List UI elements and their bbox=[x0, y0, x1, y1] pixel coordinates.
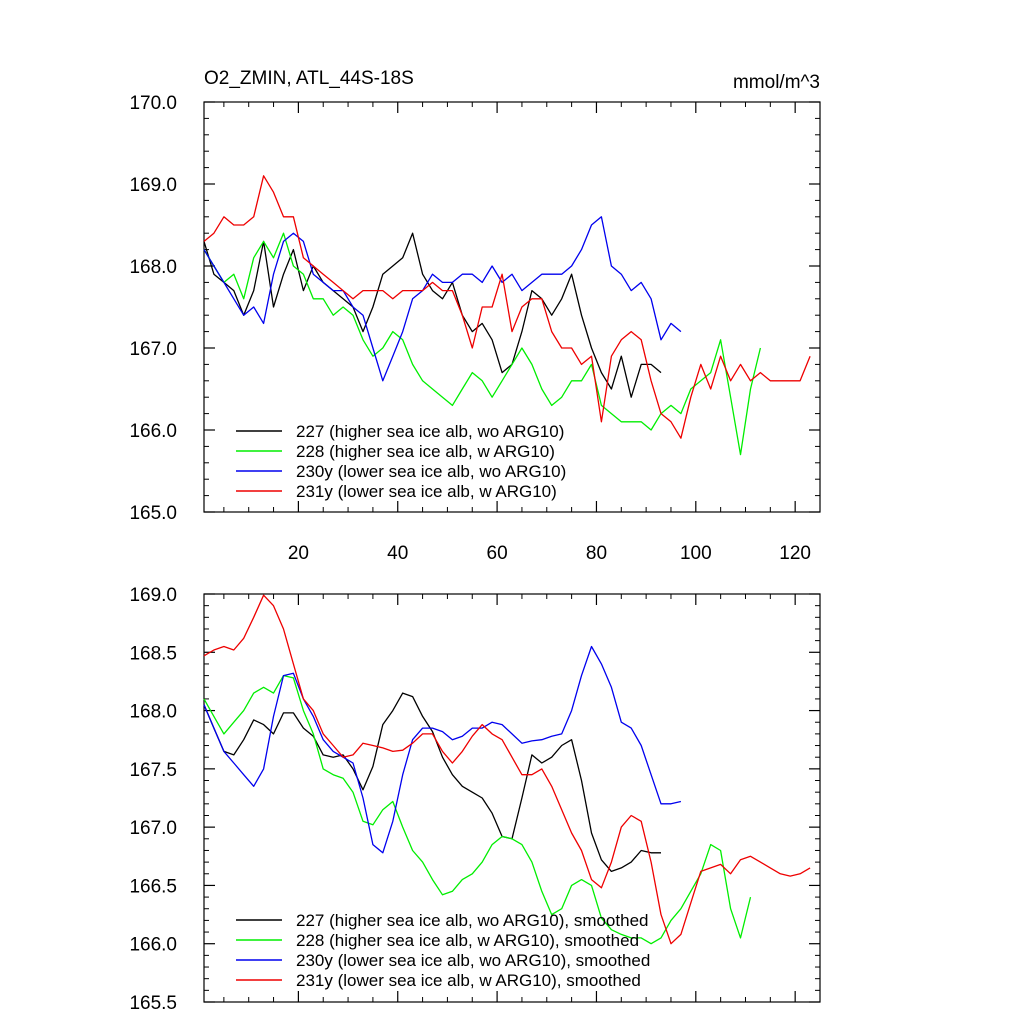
chart-title: O2_ZMIN, ATL_44S-18S bbox=[204, 68, 414, 89]
top-y-tick-label: 169.0 bbox=[129, 175, 177, 196]
top-x-tick-label: 20 bbox=[288, 543, 309, 564]
top-series-line-4 bbox=[203, 175, 811, 439]
top-series-line-2 bbox=[203, 232, 762, 456]
bottom-y-tick-label: 166.5 bbox=[129, 876, 177, 897]
top-x-tick-label: 120 bbox=[779, 543, 811, 564]
bottom-y-tick-label: 166.0 bbox=[129, 935, 177, 956]
top-panel: 20 40 60 80 100 120 165.0 166.0 167.0 168.0 169.0 1… bbox=[129, 93, 821, 564]
top-y-tick-label: 170.0 bbox=[129, 93, 177, 114]
top-y-tick-label: 166.0 bbox=[129, 421, 177, 442]
bottom-series-line-1 bbox=[203, 692, 661, 873]
bottom-series-line-2 bbox=[203, 674, 752, 945]
bottom-y-tick-label: 167.0 bbox=[129, 818, 177, 839]
bottom-y-tick-label: 168.0 bbox=[129, 702, 177, 723]
top-plot-frame bbox=[203, 101, 821, 513]
top-legend-label-3: 230y (lower sea ice alb, wo ARG10) bbox=[296, 462, 566, 481]
top-y-tick-label: 168.0 bbox=[129, 257, 177, 278]
bottom-plot-frame bbox=[203, 593, 821, 1003]
bottom-legend-label-2: 228 (higher sea ice alb, w ARG10), smoot… bbox=[296, 931, 639, 950]
bottom-y-tick-label: 167.5 bbox=[129, 760, 177, 781]
top-y-tick-label: 167.0 bbox=[129, 339, 177, 360]
bottom-legend-label-1: 227 (higher sea ice alb, wo ARG10), smoo… bbox=[296, 911, 648, 930]
top-legend-label-1: 227 (higher sea ice alb, wo ARG10) bbox=[296, 422, 564, 441]
bottom-y-tick-label: 168.5 bbox=[129, 643, 177, 664]
top-y-tick-label: 165.0 bbox=[129, 503, 177, 524]
bottom-legend-label-3: 230y (lower sea ice alb, wo ARG10), smoo… bbox=[296, 951, 650, 970]
top-legend-label-4: 231y (lower sea ice alb, w ARG10) bbox=[296, 482, 557, 501]
top-series-line-3 bbox=[203, 216, 682, 382]
bottom-series-line-3 bbox=[203, 645, 682, 854]
top-x-tick-label: 40 bbox=[387, 543, 408, 564]
top-series-line-1 bbox=[203, 232, 662, 398]
top-legend-label-2: 228 (higher sea ice alb, w ARG10) bbox=[296, 442, 555, 461]
bottom-series-line-4 bbox=[203, 594, 811, 945]
top-x-tick-label: 100 bbox=[680, 543, 712, 564]
bottom-panel: 165.5 166.0 166.5 167.0 167.5 168.0 168.5 169.0… bbox=[129, 585, 821, 1014]
bottom-legend-label-4: 231y (lower sea ice alb, w ARG10), smoot… bbox=[296, 971, 641, 990]
units-label: mmol/m^3 bbox=[733, 72, 820, 93]
top-x-tick-label: 80 bbox=[586, 543, 607, 564]
top-x-tick-label: 60 bbox=[487, 543, 508, 564]
bottom-y-tick-label: 165.5 bbox=[129, 993, 177, 1014]
bottom-y-tick-label: 169.0 bbox=[129, 585, 177, 606]
